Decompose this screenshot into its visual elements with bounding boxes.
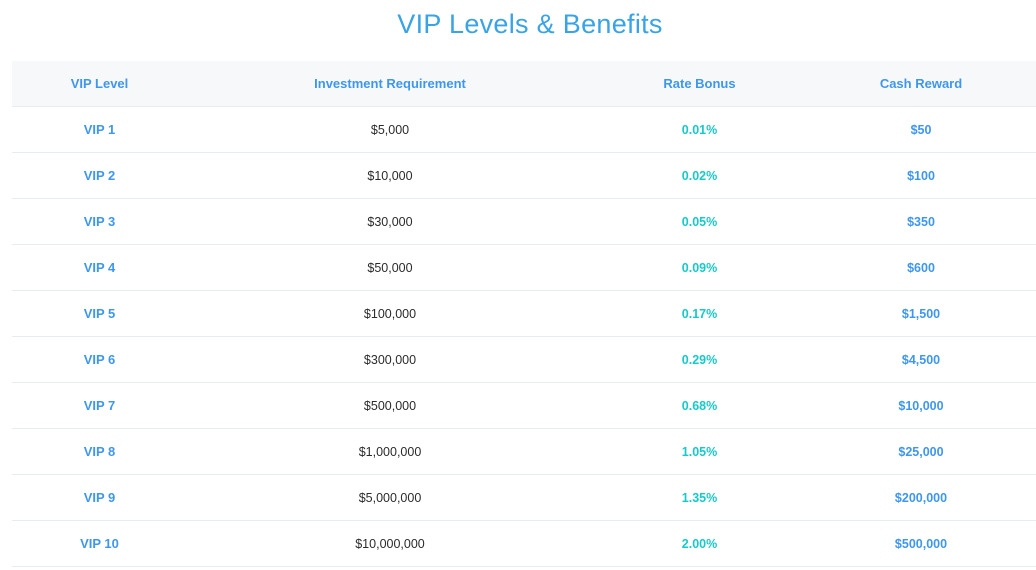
rate-bonus-cell: 0.09% xyxy=(593,244,806,291)
vip-level-cell: VIP 6 xyxy=(12,336,187,383)
table-row: VIP 1 $5,000 0.01% $50 xyxy=(12,106,1036,153)
investment-requirement-cell: $500,000 xyxy=(187,382,593,429)
table-row: VIP 7 $500,000 0.68% $10,000 xyxy=(12,382,1036,429)
investment-requirement-cell: $300,000 xyxy=(187,336,593,383)
rate-bonus-cell: 2.00% xyxy=(593,520,806,567)
investment-requirement-cell: $30,000 xyxy=(187,198,593,245)
table-row: VIP 2 $10,000 0.02% $100 xyxy=(12,152,1036,199)
cash-reward-cell: $25,000 xyxy=(806,428,1036,475)
cash-reward-cell: $100 xyxy=(806,152,1036,199)
investment-requirement-cell: $1,000,000 xyxy=(187,428,593,475)
cash-reward-cell: $600 xyxy=(806,244,1036,291)
table-row: VIP 9 $5,000,000 1.35% $200,000 xyxy=(12,474,1036,521)
rate-bonus-cell: 0.17% xyxy=(593,290,806,337)
table-body: VIP 1 $5,000 0.01% $50 VIP 2 $10,000 0.0… xyxy=(12,106,1036,567)
investment-requirement-cell: $10,000 xyxy=(187,152,593,199)
vip-level-cell: VIP 10 xyxy=(12,520,187,567)
header-row: VIP Level Investment Requirement Rate Bo… xyxy=(12,61,1036,107)
cash-reward-cell: $200,000 xyxy=(806,474,1036,521)
vip-level-cell: VIP 4 xyxy=(12,244,187,291)
rate-bonus-cell: 0.05% xyxy=(593,198,806,245)
vip-levels-table: VIP Level Investment Requirement Rate Bo… xyxy=(12,61,1036,567)
cash-reward-cell: $4,500 xyxy=(806,336,1036,383)
header-cash-reward: Cash Reward xyxy=(806,61,1036,107)
investment-requirement-cell: $5,000 xyxy=(187,106,593,153)
rate-bonus-cell: 1.05% xyxy=(593,428,806,475)
cash-reward-cell: $500,000 xyxy=(806,520,1036,567)
rate-bonus-cell: 0.68% xyxy=(593,382,806,429)
table-row: VIP 10 $10,000,000 2.00% $500,000 xyxy=(12,520,1036,567)
table-row: VIP 4 $50,000 0.09% $600 xyxy=(12,244,1036,291)
investment-requirement-cell: $50,000 xyxy=(187,244,593,291)
vip-level-cell: VIP 3 xyxy=(12,198,187,245)
cash-reward-cell: $10,000 xyxy=(806,382,1036,429)
table-header: VIP Level Investment Requirement Rate Bo… xyxy=(12,61,1036,107)
rate-bonus-cell: 0.29% xyxy=(593,336,806,383)
header-vip-level: VIP Level xyxy=(12,61,187,107)
cash-reward-cell: $350 xyxy=(806,198,1036,245)
vip-level-cell: VIP 7 xyxy=(12,382,187,429)
table-row: VIP 8 $1,000,000 1.05% $25,000 xyxy=(12,428,1036,475)
vip-level-cell: VIP 1 xyxy=(12,106,187,153)
rate-bonus-cell: 1.35% xyxy=(593,474,806,521)
vip-level-cell: VIP 2 xyxy=(12,152,187,199)
cash-reward-cell: $50 xyxy=(806,106,1036,153)
vip-level-cell: VIP 5 xyxy=(12,290,187,337)
cash-reward-cell: $1,500 xyxy=(806,290,1036,337)
vip-level-cell: VIP 9 xyxy=(12,474,187,521)
page-title: VIP Levels & Benefits xyxy=(397,9,663,39)
header-investment-requirement: Investment Requirement xyxy=(187,61,593,107)
investment-requirement-cell: $100,000 xyxy=(187,290,593,337)
rate-bonus-cell: 0.01% xyxy=(593,106,806,153)
vip-table-container: VIP Level Investment Requirement Rate Bo… xyxy=(12,61,1036,567)
investment-requirement-cell: $10,000,000 xyxy=(187,520,593,567)
table-row: VIP 6 $300,000 0.29% $4,500 xyxy=(12,336,1036,383)
header-rate-bonus: Rate Bonus xyxy=(593,61,806,107)
table-row: VIP 5 $100,000 0.17% $1,500 xyxy=(12,290,1036,337)
table-row: VIP 3 $30,000 0.05% $350 xyxy=(12,198,1036,245)
vip-level-cell: VIP 8 xyxy=(12,428,187,475)
rate-bonus-cell: 0.02% xyxy=(593,152,806,199)
investment-requirement-cell: $5,000,000 xyxy=(187,474,593,521)
